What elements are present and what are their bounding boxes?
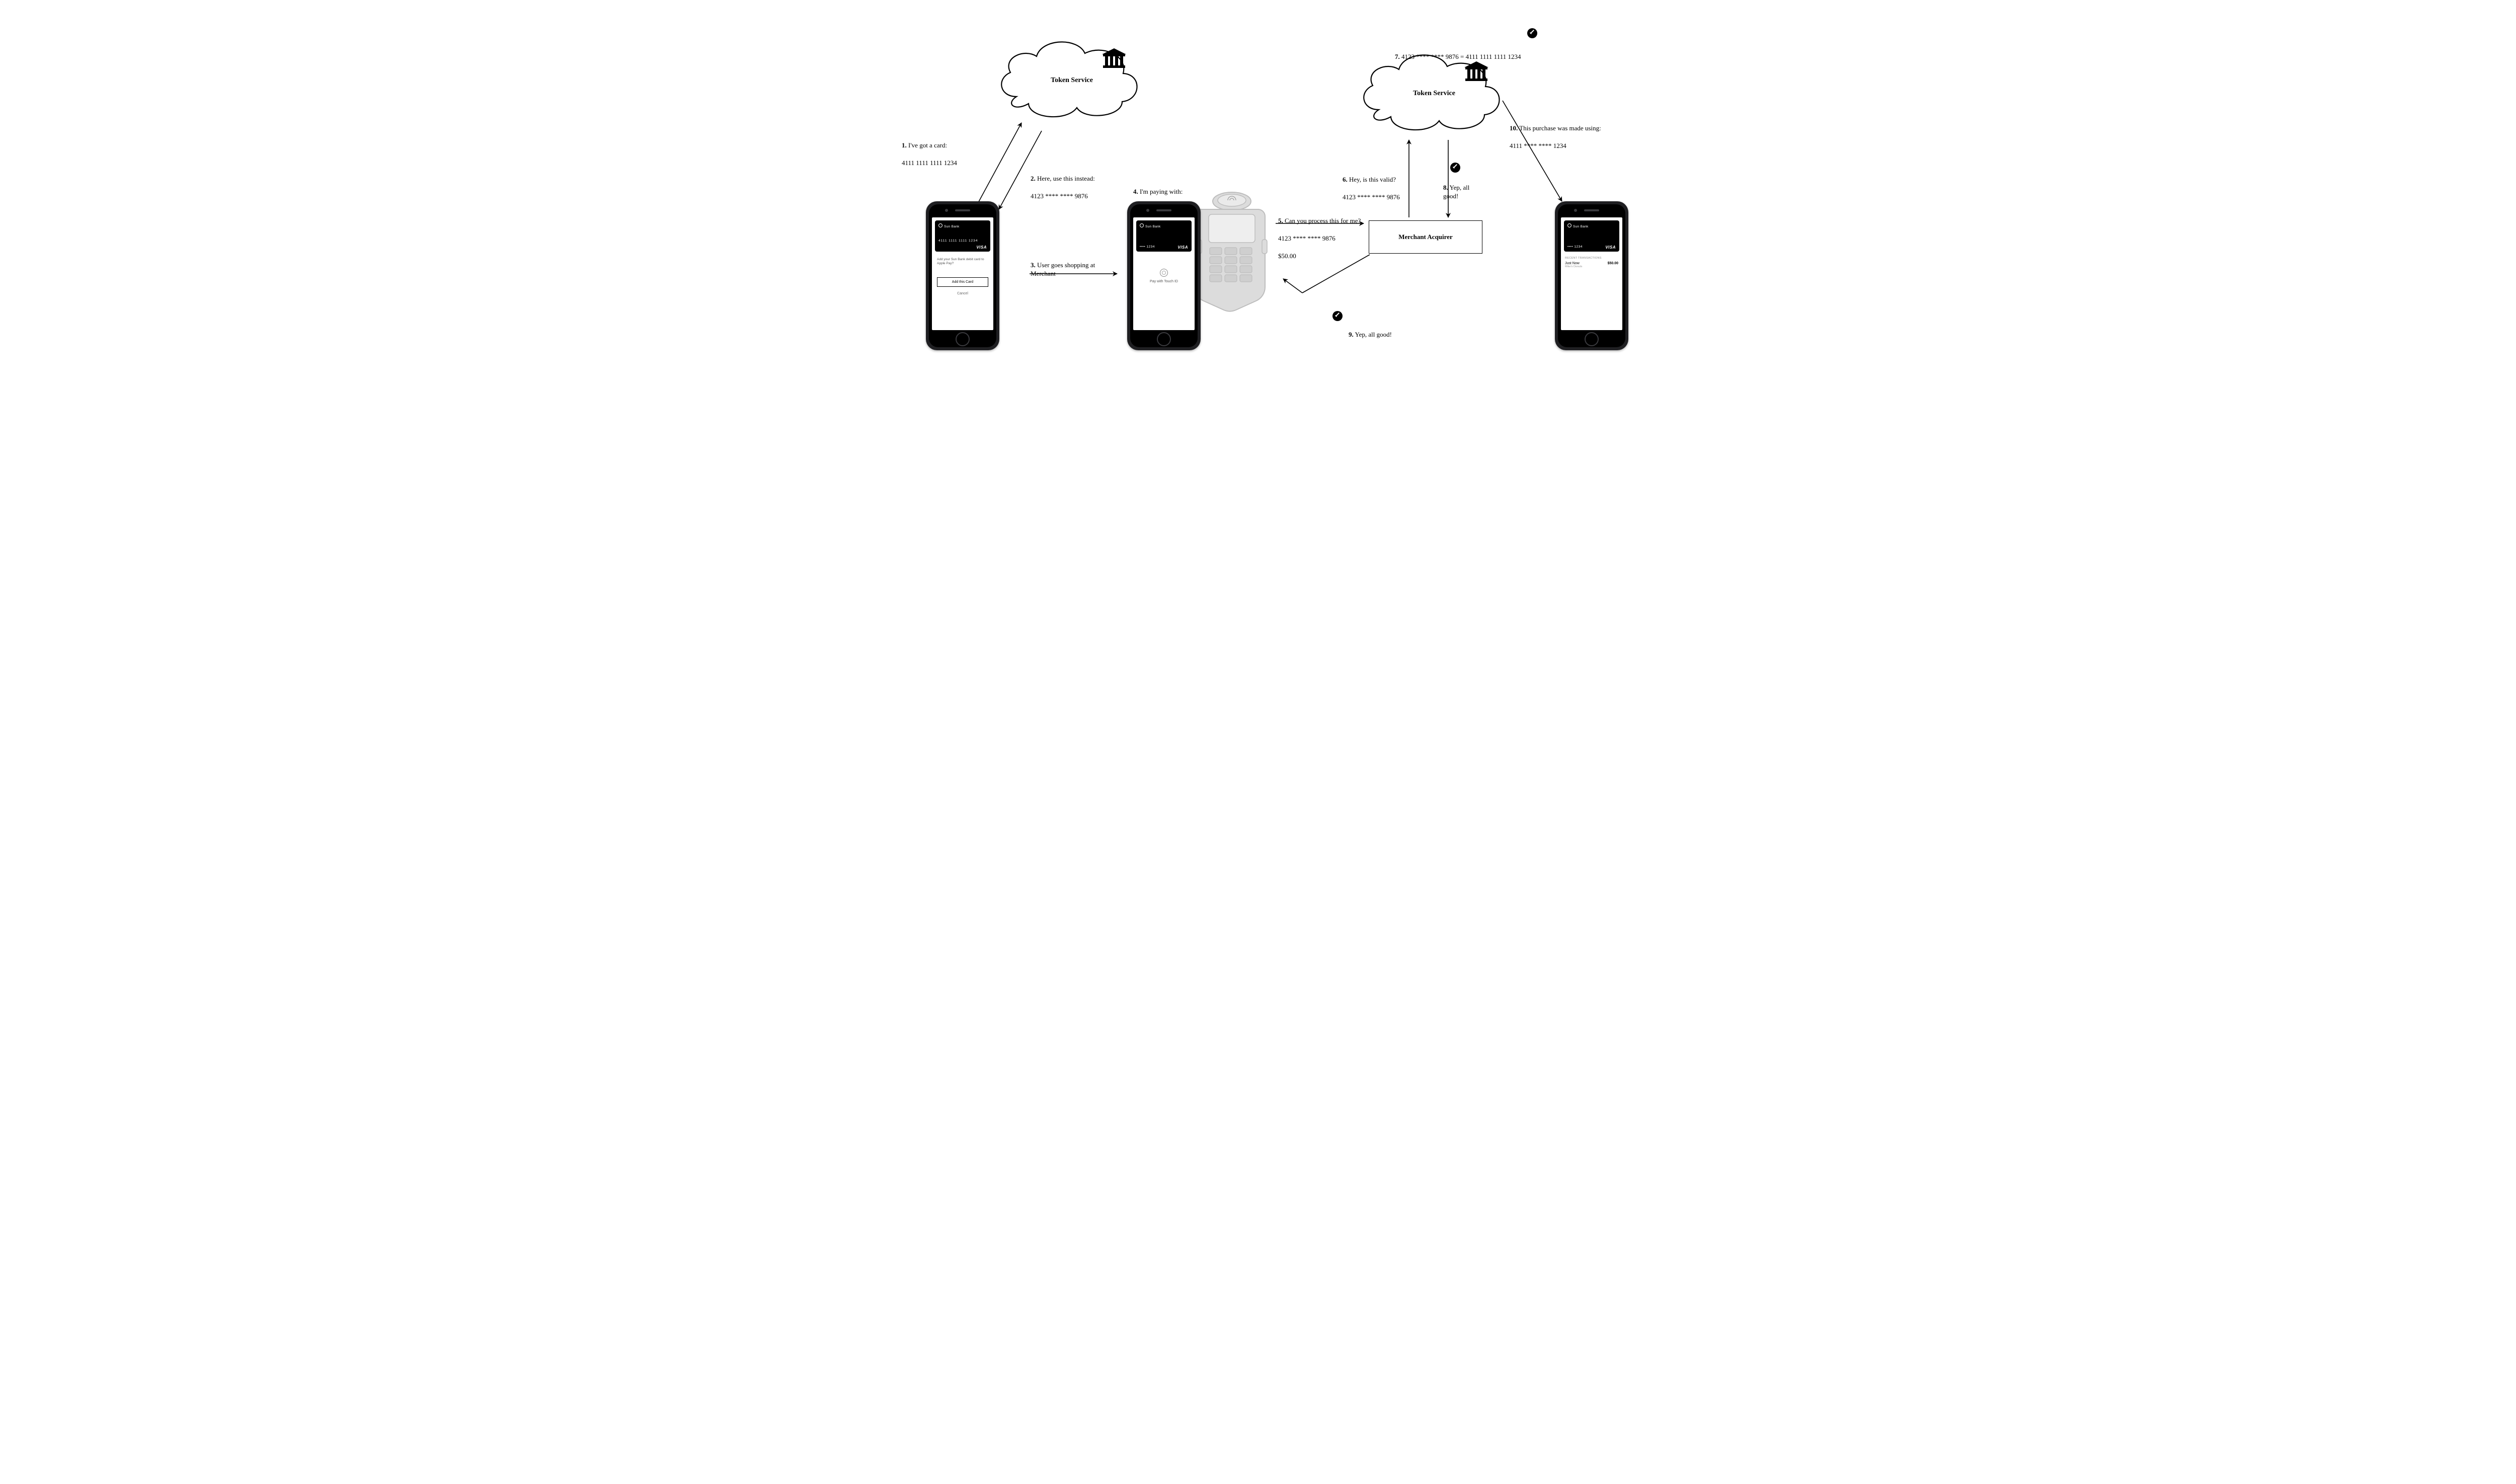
card-preview: Sun Bank 4111 1111 1111 1234 VISA bbox=[935, 220, 990, 252]
step-6: 6. Hey, is this valid? 4123 **** **** 98… bbox=[1343, 166, 1400, 201]
bank-icon-left bbox=[1102, 48, 1126, 68]
phone-receipt: Sun Bank •••• 1234 VISA RECENT TRANSACTI… bbox=[1555, 201, 1628, 350]
transaction-time: Just Now bbox=[1565, 262, 1580, 265]
card-last4: •••• 1234 bbox=[1140, 245, 1155, 249]
step-2: 2. Here, use this instead: 4123 **** ***… bbox=[1031, 165, 1095, 200]
pos-terminal bbox=[1195, 192, 1267, 311]
token-service-left-label: Token Service bbox=[1032, 76, 1112, 85]
merchant-acquirer-box: Merchant Acquirer bbox=[1369, 220, 1482, 254]
cancel-button[interactable]: Cancel bbox=[932, 292, 993, 295]
card-bank: Sun Bank bbox=[1567, 223, 1589, 228]
step-10: 10. This purchase was made using: 4111 *… bbox=[1510, 115, 1601, 150]
step-3: 3. User goes shopping at Merchant bbox=[1031, 252, 1116, 278]
phone-pay: Sun Bank •••• 1234 VISA Pay with Touch I… bbox=[1127, 201, 1201, 350]
add-card-prompt: Add your Sun Bank debit card to Apple Pa… bbox=[932, 254, 993, 268]
arrow-9a bbox=[1302, 255, 1370, 293]
step-5: 5. Can you process this for me? 4123 ***… bbox=[1278, 207, 1361, 260]
bank-icon-right bbox=[1464, 61, 1488, 81]
card-bank: Sun Bank bbox=[938, 223, 960, 228]
card-number: 4111 1111 1111 1234 bbox=[938, 239, 978, 243]
card-brand: VISA bbox=[976, 245, 987, 250]
card-preview: Sun Bank •••• 1234 VISA bbox=[1136, 220, 1192, 252]
transaction-amount: $50.00 bbox=[1608, 262, 1618, 265]
diagram-stage: Token Service Token Service Merchant Acq… bbox=[881, 0, 1635, 386]
arrow-9b bbox=[1283, 279, 1302, 293]
step-7: 7. 4123 **** **** 9876 = 4111 1111 1111 … bbox=[1395, 43, 1521, 61]
card-preview: Sun Bank •••• 1234 VISA bbox=[1564, 220, 1619, 252]
step-9: 9. Yep, all good! bbox=[1349, 321, 1392, 339]
card-last4: •••• 1234 bbox=[1567, 245, 1583, 249]
phone-add-card: Sun Bank 4111 1111 1111 1234 VISA Add yo… bbox=[926, 201, 999, 350]
check-icon bbox=[1450, 163, 1460, 173]
arrow-1 bbox=[976, 123, 1021, 206]
step-1: 1. I've got a card: 4111 1111 1111 1234 bbox=[902, 132, 957, 167]
step-8: 8. Yep, all good! bbox=[1443, 174, 1479, 201]
card-brand: VISA bbox=[1605, 245, 1616, 250]
check-icon bbox=[1332, 311, 1343, 321]
check-icon bbox=[1527, 28, 1537, 38]
card-brand: VISA bbox=[1177, 245, 1188, 250]
transaction-merchant: Mike's Donuts bbox=[1561, 265, 1622, 268]
transactions-header: RECENT TRANSACTIONS bbox=[1561, 254, 1622, 261]
transaction-row: Just Now $50.00 bbox=[1561, 261, 1622, 265]
card-bank: Sun Bank bbox=[1140, 223, 1161, 228]
token-service-right-label: Token Service bbox=[1394, 90, 1474, 98]
add-card-button[interactable]: Add this Card bbox=[937, 277, 988, 287]
touch-id-section: Pay with Touch ID bbox=[1133, 269, 1195, 283]
touch-id-label: Pay with Touch ID bbox=[1133, 280, 1195, 283]
merchant-acquirer-label: Merchant Acquirer bbox=[1398, 233, 1452, 242]
fingerprint-icon[interactable] bbox=[1160, 269, 1168, 277]
